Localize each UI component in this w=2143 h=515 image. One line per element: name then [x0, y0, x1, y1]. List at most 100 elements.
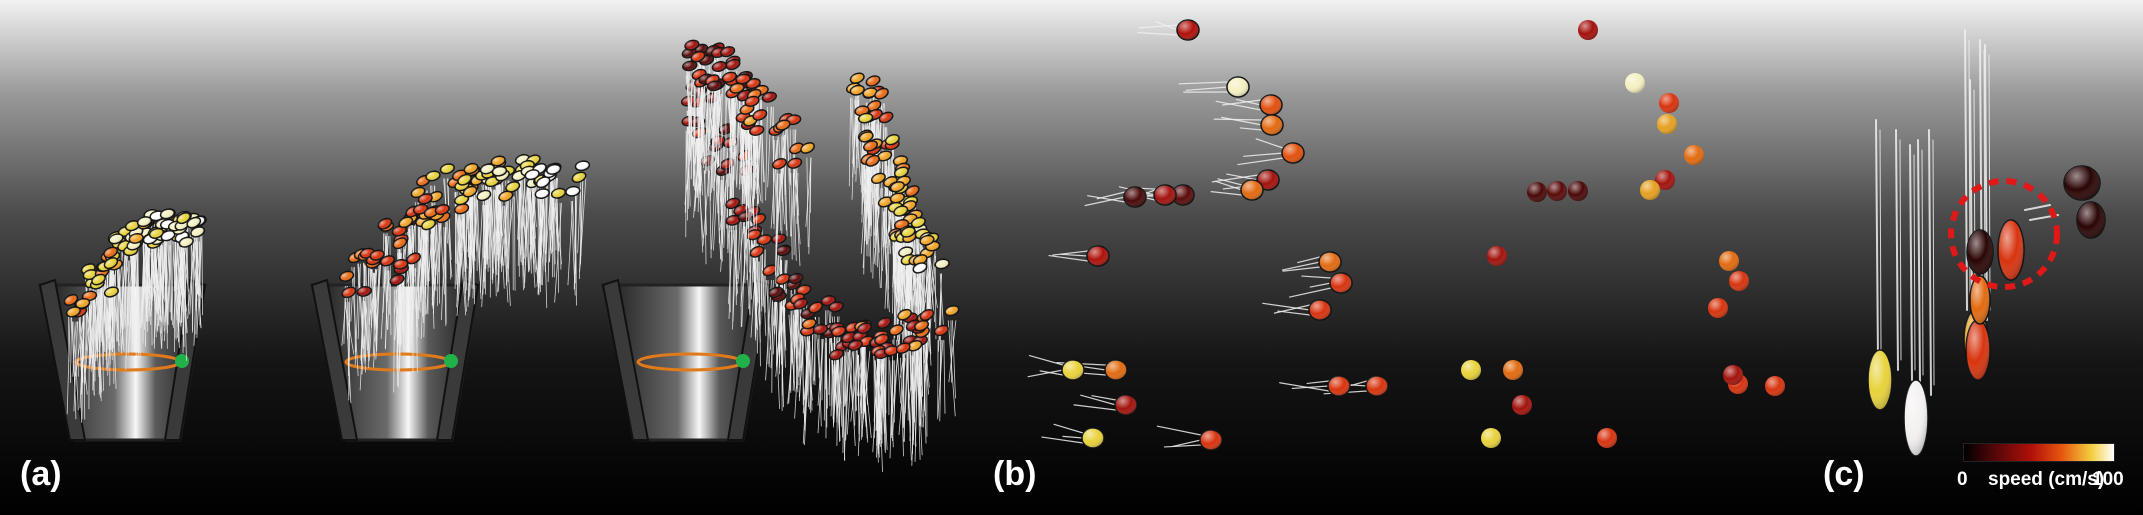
trajectory-streak — [877, 360, 880, 413]
trajectory-streak — [402, 231, 406, 334]
trajectory-streak — [384, 233, 388, 302]
trajectory-streak — [192, 232, 195, 333]
particle — [725, 58, 741, 71]
trajectory-streak — [542, 191, 546, 286]
trajectory-streak — [1282, 261, 1321, 271]
trajectory-streak — [1084, 196, 1126, 207]
trajectory-streak — [1211, 174, 1259, 183]
particle — [1481, 428, 1501, 448]
trajectory-streak — [459, 218, 467, 312]
trajectory-streak — [525, 180, 529, 266]
trajectory-streak — [1309, 282, 1332, 288]
particle — [682, 60, 698, 72]
particle — [878, 111, 894, 124]
particle — [524, 169, 540, 181]
particle — [934, 324, 949, 337]
trajectory-streak — [171, 235, 174, 322]
particle — [1655, 170, 1675, 190]
trajectory-streak — [710, 95, 719, 166]
trajectory-streak — [875, 170, 878, 268]
particle — [186, 216, 202, 229]
particle — [893, 205, 909, 217]
particle — [1153, 184, 1177, 206]
trajectory-streak — [374, 264, 381, 323]
trajectory-streak — [765, 279, 772, 350]
particle — [1867, 349, 1893, 411]
trajectory-streak — [517, 185, 520, 267]
particle — [565, 185, 581, 197]
particle — [457, 173, 472, 186]
trajectory-streak — [1297, 256, 1321, 264]
particle — [535, 176, 551, 189]
particle — [745, 78, 761, 90]
colorbar-axis-label: speed (cm/s) — [1988, 469, 2105, 490]
particle — [1903, 379, 1929, 457]
trajectory-streak — [474, 189, 481, 282]
trajectory-streak — [1215, 180, 1243, 191]
trajectory-streak — [1239, 127, 1263, 131]
particle — [721, 71, 737, 83]
trajectory-streak — [874, 360, 883, 435]
trajectory-streak — [850, 354, 859, 422]
trajectory-streak — [1039, 370, 1064, 376]
trajectory-streak — [741, 226, 747, 327]
speed-colorbar — [1963, 443, 2115, 462]
particle — [1123, 186, 1147, 208]
particle-streaks-c — [1867, 29, 2106, 457]
trajectory-streak — [372, 269, 377, 356]
particle — [425, 170, 441, 182]
particle — [775, 273, 791, 285]
particle — [389, 274, 405, 286]
particle — [1640, 180, 1660, 200]
trajectory-streak — [750, 244, 758, 338]
cup-3 — [601, 278, 771, 442]
trajectory-streak — [825, 342, 828, 428]
trajectory-streak — [1080, 394, 1117, 406]
trajectory-streak — [1899, 139, 1902, 361]
trajectory-streak — [880, 127, 885, 206]
trajectory-streak — [790, 172, 793, 260]
trajectory-streak — [549, 177, 553, 251]
trajectory-streak — [788, 314, 796, 392]
trajectory-streak — [538, 189, 544, 253]
particle — [1965, 319, 1991, 381]
trajectory-streak — [728, 229, 733, 320]
trajectory-streak — [703, 170, 708, 236]
trajectory-streak — [782, 288, 786, 368]
particle — [690, 50, 706, 63]
trajectory-streak — [540, 191, 545, 251]
trajectory-streak — [686, 62, 691, 161]
particle — [1708, 298, 1728, 318]
particle — [159, 208, 176, 220]
particle — [392, 258, 409, 270]
trajectory-streak — [354, 266, 360, 366]
trajectory-streak — [760, 124, 763, 204]
trajectory-streak — [1921, 149, 1924, 376]
particle — [746, 229, 762, 241]
green-marker — [175, 354, 189, 368]
trajectory-streak — [1282, 266, 1321, 272]
trajectory-streak — [889, 360, 894, 448]
particle — [905, 185, 920, 197]
trajectory-streak — [1060, 253, 1089, 257]
trajectory-streak — [1879, 129, 1882, 351]
particle — [160, 230, 176, 242]
trajectory-streak — [518, 185, 523, 266]
particle — [1171, 184, 1195, 206]
trajectory-streak — [737, 219, 741, 279]
particle — [479, 163, 495, 175]
particle — [1461, 360, 1481, 380]
colorbar-max-label: 100 — [2092, 469, 2124, 490]
trajectory-streak — [575, 200, 577, 306]
trajectory-streak — [194, 241, 202, 329]
particle — [889, 192, 905, 204]
trajectory-streak — [384, 270, 388, 330]
particle — [847, 339, 863, 351]
particle — [421, 218, 436, 231]
trajectory-streak — [868, 155, 873, 228]
trajectory-streak — [363, 262, 370, 350]
trajectory-streak — [163, 223, 168, 330]
particle — [439, 163, 455, 175]
particle — [1503, 360, 1523, 380]
trajectory-streak — [798, 313, 802, 386]
